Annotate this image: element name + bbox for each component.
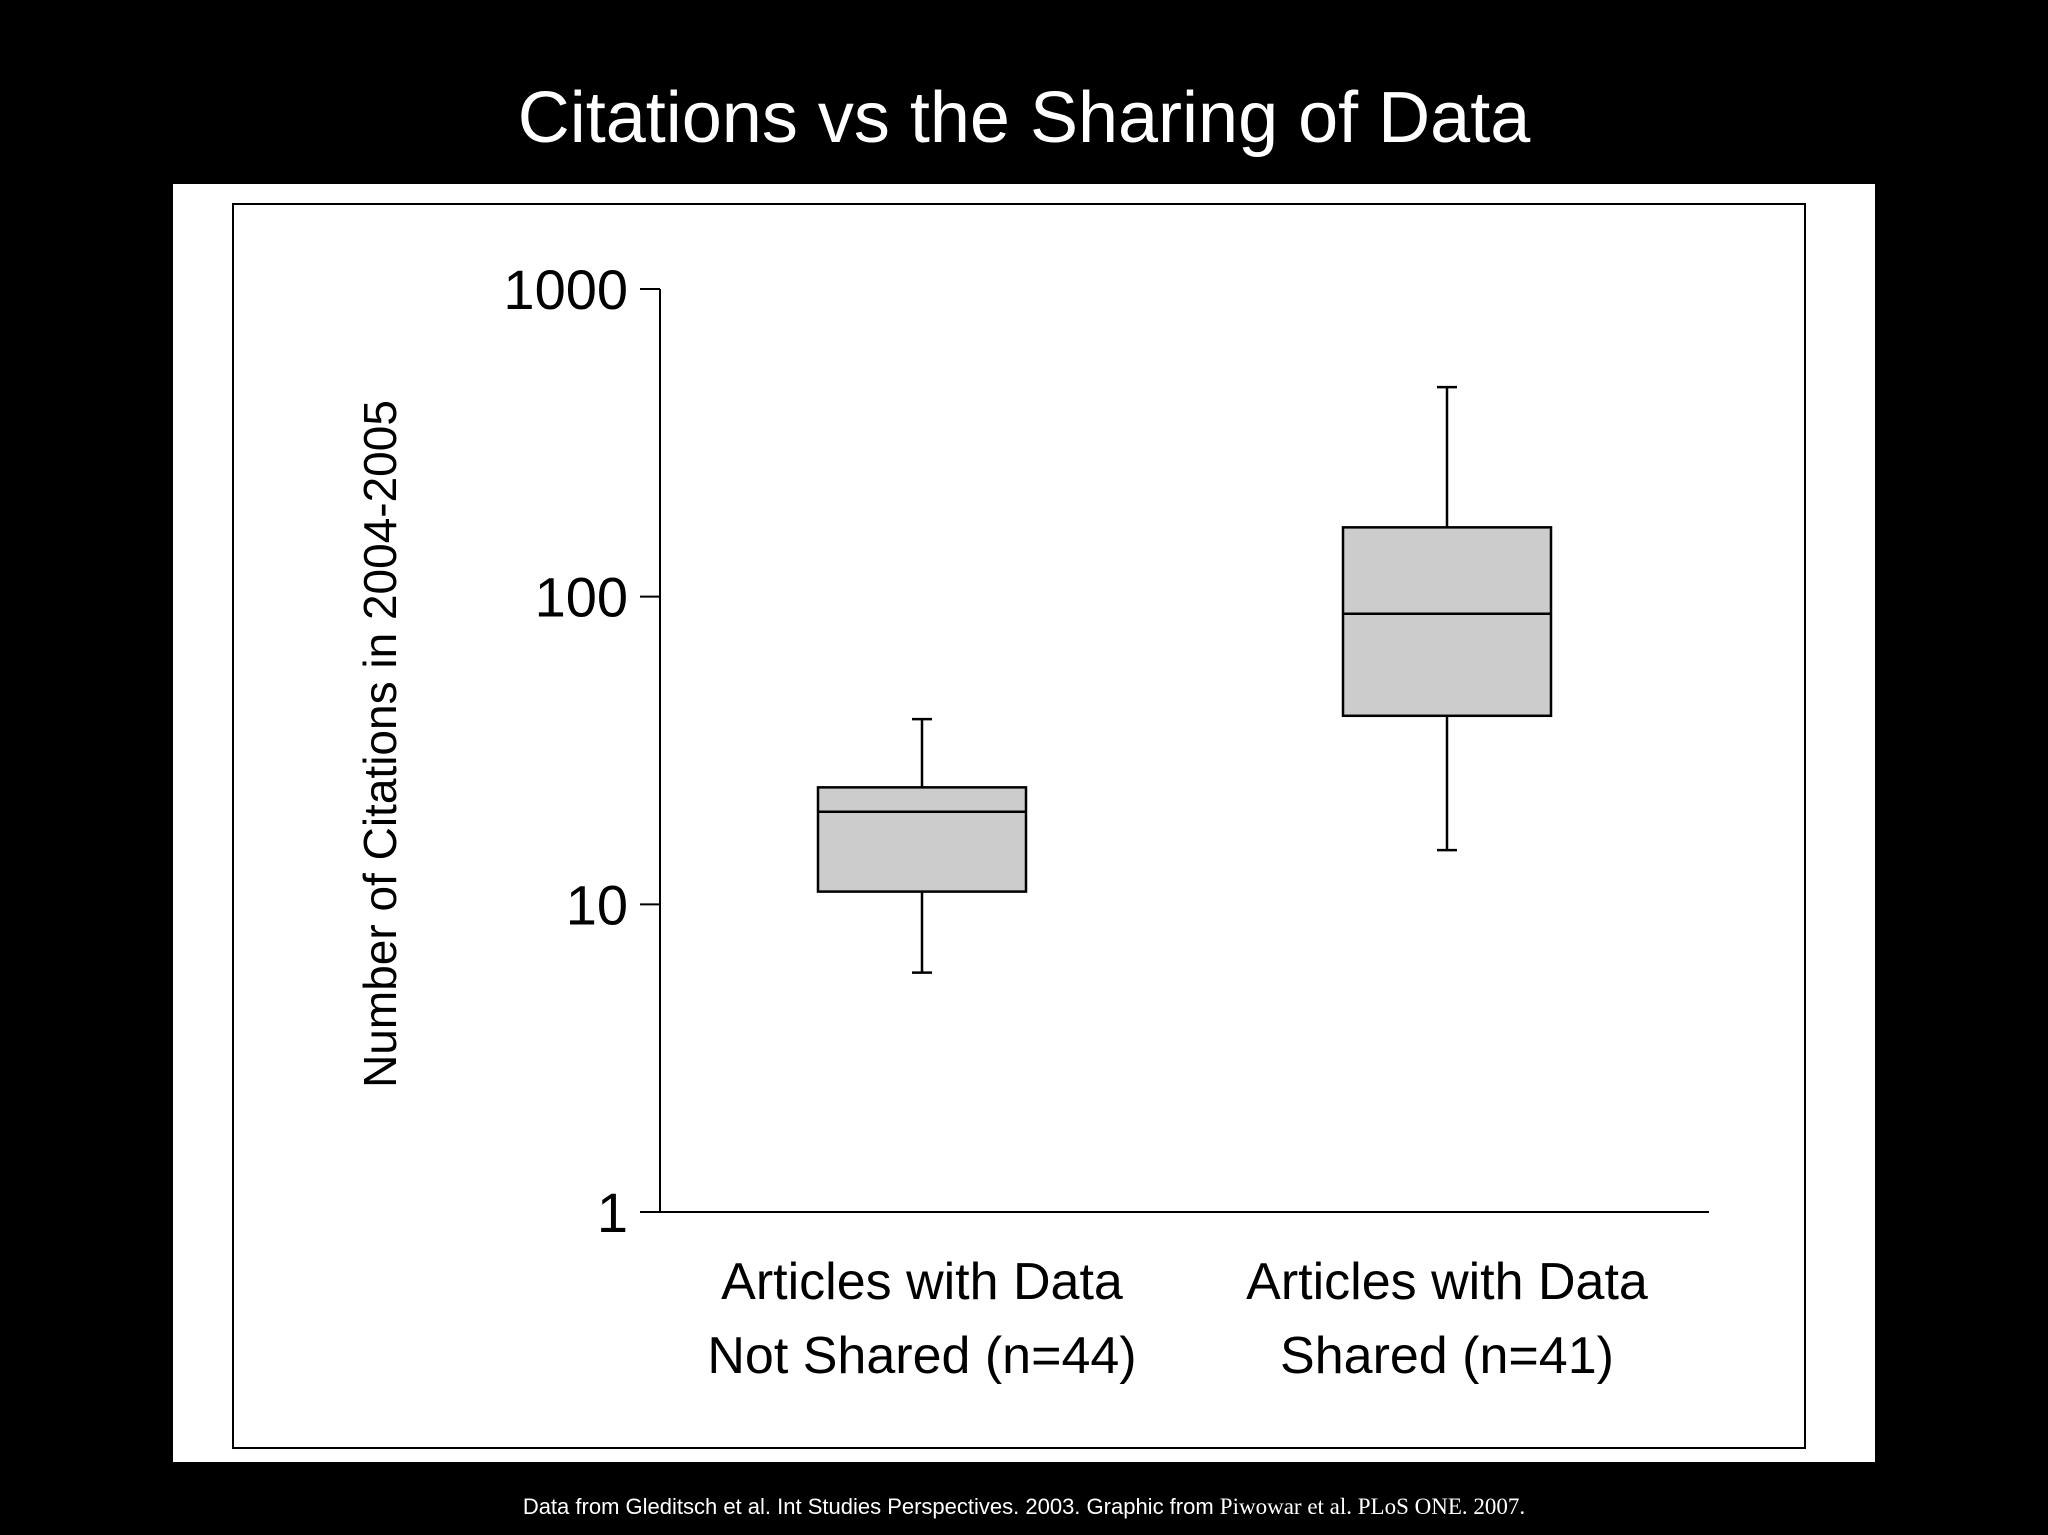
y-tick-label: 1000 xyxy=(503,258,628,321)
boxplot-chart: 1 10 100 1000 Articles with Data Not Shared … xyxy=(232,203,1806,1449)
plot-frame xyxy=(232,203,1806,1449)
y-tick-label: 10 xyxy=(566,873,628,936)
boxes xyxy=(816,385,1553,974)
source-caption: Data from Gleditsch et al. Int Studies P… xyxy=(0,1492,2048,1522)
category-label-line: Articles with Data xyxy=(721,1253,1123,1311)
category-label-line: Shared (n=41) xyxy=(1280,1327,1614,1385)
box-group xyxy=(1341,385,1553,852)
iqr-box xyxy=(1341,526,1553,718)
category-label: Articles with Data Not Shared (n=44) xyxy=(707,1253,1136,1385)
slide-title: Citations vs the Sharing of Data xyxy=(517,78,1531,158)
category-label: Articles with Data Shared (n=41) xyxy=(1246,1253,1648,1385)
caption-sans-text: Data from Gleditsch et al. Int Studies P… xyxy=(522,1494,1220,1519)
iqr-box xyxy=(816,786,1028,893)
y-tick-label: 100 xyxy=(535,566,628,629)
category-label-line: Not Shared (n=44) xyxy=(707,1327,1136,1385)
caption-serif-text: Piwowar et al. PLoS ONE. 2007. xyxy=(1219,1494,1526,1519)
y-axis: 1 10 100 1000 xyxy=(503,258,661,1244)
y-tick-label: 1 xyxy=(597,1181,628,1244)
y-axis-label: Number of Citations in 2004-2005 xyxy=(354,400,406,1088)
box-group xyxy=(816,717,1028,974)
category-label-line: Articles with Data xyxy=(1246,1253,1648,1311)
chart-panel: 1 10 100 1000 Articles with Data Not Shared … xyxy=(173,184,1875,1462)
x-axis: Articles with Data Not Shared (n=44)Artic… xyxy=(640,1211,1709,1385)
